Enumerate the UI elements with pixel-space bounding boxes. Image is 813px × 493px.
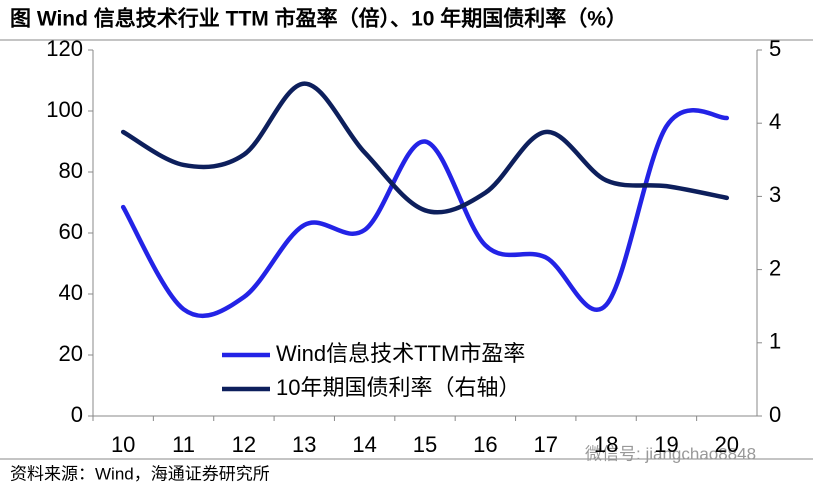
x-tick-label: 15 [413,432,437,457]
y2-tick-label: 1 [769,329,781,354]
y2-tick-label: 0 [769,402,781,427]
y-tick-label: 0 [71,402,83,427]
y-tick-label: 40 [59,280,83,305]
x-tick-label: 19 [654,432,678,457]
y2-tick-label: 3 [769,182,781,207]
chart-title: 图 Wind 信息技术行业 TTM 市盈率（倍）、10 年期国债利率（%） [10,7,627,31]
x-tick-label: 12 [232,432,256,457]
y-tick-label: 120 [46,36,83,61]
y2-tick-label: 4 [769,109,781,134]
y-tick-label: 60 [59,219,83,244]
y2-tick-label: 2 [769,255,781,280]
x-tick-label: 10 [111,432,135,457]
y-tick-label: 80 [59,158,83,183]
series-line [120,108,730,319]
y2-tick-label: 5 [769,36,781,61]
y-tick-label: 100 [46,97,83,122]
watermark: 微信号: jiangchao8848 [585,444,756,463]
x-tick-label: 17 [533,432,557,457]
x-tick-label: 16 [473,432,497,457]
series-line [120,81,730,215]
y-tick-label: 20 [59,341,83,366]
x-tick-label: 14 [352,432,376,457]
source-note: 资料来源：Wind，海通证券研究所 [10,464,270,483]
legend-label: 10年期国债利率（右轴） [276,375,520,400]
legend-label: Wind信息技术TTM市盈率 [276,341,525,366]
x-tick-label: 18 [594,432,618,457]
x-tick-label: 13 [292,432,316,457]
x-tick-label: 20 [715,432,739,457]
x-tick-label: 11 [172,432,195,457]
